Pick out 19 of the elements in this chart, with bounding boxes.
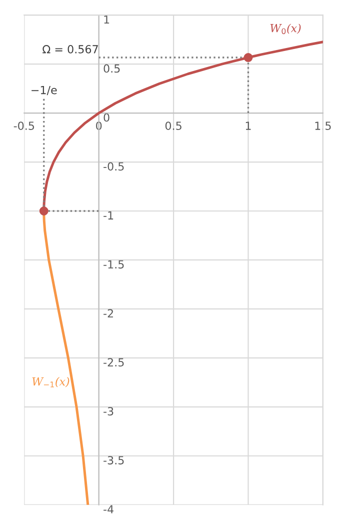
- y-tick-label: -3.5: [104, 456, 124, 464]
- annotation: Ω = 0.567: [42, 45, 98, 54]
- y-tick-label: -2: [104, 309, 113, 318]
- y-tick-label: -1.5: [104, 260, 124, 269]
- series-label: W$_{0}$(x): [270, 24, 301, 34]
- annotation: −1/e: [32, 86, 57, 96]
- series-label: W$_{−1}$(x): [32, 377, 70, 388]
- x-tick-label: 1: [246, 122, 251, 130]
- y-tick-label: -4: [104, 505, 114, 514]
- x-tick-label: -0.5: [14, 122, 34, 130]
- y-tick-label: 0: [104, 113, 110, 122]
- x-tick-label: 0.5: [165, 122, 182, 130]
- y-tick-label: -3: [104, 407, 114, 416]
- y-tick-label: -1: [104, 211, 114, 220]
- y-tick-label: -2.5: [104, 358, 124, 367]
- y-tick-label: 0.5: [104, 64, 120, 73]
- x-tick-label: 1.5: [315, 122, 331, 130]
- y-tick-label: -0.5: [104, 162, 124, 171]
- y-tick-label: 1: [104, 15, 110, 24]
